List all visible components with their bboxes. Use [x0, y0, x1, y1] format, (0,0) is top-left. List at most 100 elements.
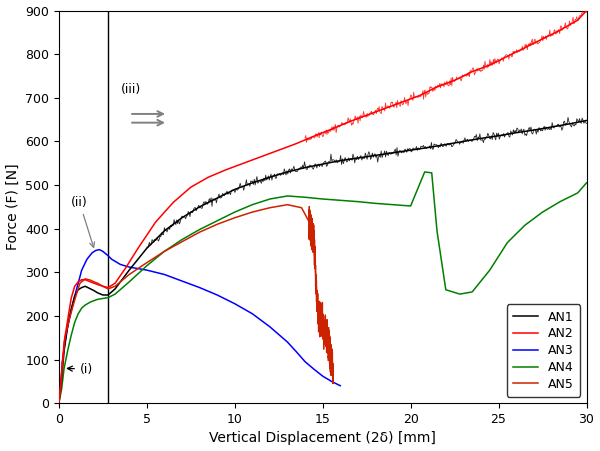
AN5 — [161, 249, 168, 254]
AN1 — [495, 133, 502, 138]
AN1 — [143, 246, 151, 251]
AN4 — [78, 305, 85, 311]
AN2 — [87, 279, 94, 285]
AN1 — [231, 187, 238, 192]
AN3 — [333, 381, 340, 387]
AN3 — [74, 281, 82, 286]
AN2 — [469, 69, 476, 74]
AN4 — [583, 180, 590, 185]
AN4 — [319, 196, 326, 202]
AN1 — [178, 215, 185, 221]
AN5 — [316, 307, 323, 312]
AN1 — [478, 136, 485, 141]
AN5 — [298, 205, 305, 211]
AN5 — [325, 337, 332, 343]
AN1 — [91, 288, 98, 293]
AN5 — [59, 361, 66, 367]
AN2 — [539, 36, 546, 41]
AN5 — [317, 311, 325, 317]
AN3 — [104, 253, 112, 258]
AN2 — [187, 184, 194, 190]
AN4 — [521, 222, 529, 228]
AN2 — [205, 175, 212, 180]
AN1 — [407, 147, 414, 153]
AN5 — [323, 333, 331, 338]
AN5 — [249, 209, 256, 215]
AN4 — [372, 201, 379, 206]
AN1 — [58, 379, 65, 384]
AN4 — [61, 366, 68, 371]
AN4 — [266, 196, 274, 202]
AN4 — [407, 203, 414, 209]
AN1 — [104, 292, 112, 298]
AN3 — [284, 340, 291, 345]
AN2 — [380, 106, 388, 111]
AN5 — [143, 260, 151, 265]
AN2 — [521, 45, 529, 51]
AN2 — [78, 277, 85, 282]
AN4 — [99, 296, 106, 301]
AN1 — [61, 348, 68, 354]
AN1 — [64, 324, 71, 330]
Legend: AN1, AN2, AN3, AN4, AN5: AN1, AN2, AN3, AN4, AN5 — [507, 304, 580, 397]
AN4 — [337, 198, 344, 203]
AN1 — [71, 294, 78, 299]
AN5 — [178, 239, 185, 244]
AN5 — [125, 272, 133, 277]
AN1 — [389, 150, 397, 156]
Line: AN2: AN2 — [59, 10, 587, 403]
Line: AN3: AN3 — [59, 249, 340, 403]
AN5 — [321, 335, 328, 341]
AN3 — [178, 278, 185, 284]
AN2 — [275, 147, 282, 153]
AN1 — [68, 307, 75, 312]
AN5 — [266, 205, 274, 211]
AN5 — [284, 202, 291, 207]
AN5 — [68, 307, 76, 312]
AN5 — [310, 239, 317, 244]
AN1 — [99, 292, 106, 298]
AN3 — [266, 324, 274, 330]
AN2 — [293, 141, 300, 146]
AN3 — [78, 267, 85, 273]
AN4 — [125, 279, 133, 285]
AN5 — [94, 281, 101, 286]
AN1 — [354, 155, 361, 161]
AN2 — [74, 279, 82, 285]
AN3 — [310, 366, 317, 372]
AN4 — [214, 218, 221, 224]
AN4 — [196, 227, 203, 232]
AN3 — [214, 292, 221, 298]
AN4 — [104, 295, 112, 300]
AN3 — [319, 373, 326, 379]
AN4 — [55, 400, 62, 406]
AN1 — [442, 142, 449, 147]
AN3 — [143, 267, 151, 273]
AN2 — [451, 78, 458, 83]
AN2 — [55, 400, 62, 406]
AN4 — [539, 209, 546, 215]
AN2 — [104, 285, 112, 290]
AN2 — [310, 133, 317, 139]
Line: AN1: AN1 — [59, 120, 587, 403]
AN4 — [91, 298, 98, 304]
AN5 — [313, 287, 320, 292]
AN2 — [574, 18, 581, 23]
AN4 — [301, 194, 308, 200]
AN4 — [284, 193, 291, 198]
AN1 — [55, 400, 62, 406]
AN1 — [214, 195, 221, 201]
AN3 — [92, 248, 100, 253]
Text: (i): (i) — [67, 363, 93, 376]
AN2 — [240, 161, 247, 166]
AN4 — [231, 209, 238, 215]
AN1 — [530, 127, 538, 133]
AN5 — [323, 340, 330, 345]
AN5 — [65, 320, 72, 325]
AN4 — [82, 302, 89, 308]
AN4 — [249, 202, 256, 207]
AN2 — [71, 284, 78, 289]
AN2 — [94, 282, 101, 287]
AN1 — [512, 130, 520, 135]
AN5 — [319, 315, 326, 321]
